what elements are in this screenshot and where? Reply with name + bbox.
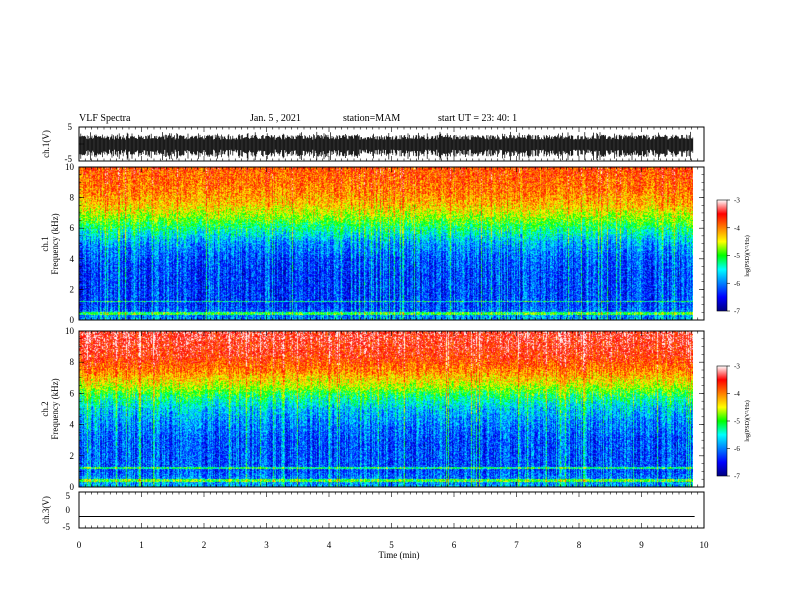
y-tick-label: 2 bbox=[70, 284, 75, 294]
ch3-waveform-frame bbox=[78, 491, 705, 529]
start-time-label: start UT = 23: 40: 1 bbox=[438, 113, 518, 124]
x-tick-label: 2 bbox=[202, 540, 207, 550]
ch1-spectrogram-panel: 0 2 4 6 8 10 ch.1 Frequency (kHz) bbox=[40, 162, 705, 325]
y-tick-label: 6 bbox=[70, 388, 75, 398]
ch1-waveform-panel: 5 -5 ch.1(V) bbox=[41, 122, 705, 164]
ch2-colorbar-ticks: -3 -4 -5 -6 -7 bbox=[727, 363, 740, 481]
ch2-spectrogram-xticks bbox=[78, 331, 705, 487]
x-tick-label: 1 bbox=[139, 540, 144, 550]
ch3-ytick-mid: 0 bbox=[66, 505, 71, 515]
x-tick-label: 9 bbox=[639, 540, 644, 550]
ch1-colorbar-ticks: -3 -4 -5 -6 -7 bbox=[727, 197, 740, 316]
x-tick-label: 3 bbox=[264, 540, 269, 550]
ch2-spectrogram-ylabel: Frequency (kHz) bbox=[50, 378, 60, 439]
ch3-waveform-ylabel: ch.3(V) bbox=[41, 496, 51, 524]
y-tick-label: 0 bbox=[70, 315, 75, 325]
colorbar-tick-label: -6 bbox=[734, 445, 740, 453]
ch1-spectrogram-ylabel-channel: ch.1 bbox=[40, 236, 50, 251]
y-tick-label: 6 bbox=[70, 223, 75, 233]
y-tick-label: 8 bbox=[70, 357, 75, 367]
x-tick-label: 5 bbox=[389, 540, 394, 550]
ch2-colorbar: -3 -4 -5 -6 -7 log(PSD)(V²/Hz) bbox=[716, 363, 751, 481]
ch2-spectrogram-ylabel-channel: ch.2 bbox=[40, 401, 50, 416]
colorbar-tick-label: -6 bbox=[734, 280, 740, 288]
colorbar-tick-label: -7 bbox=[734, 473, 740, 481]
y-tick-label: 10 bbox=[65, 162, 75, 172]
ch2-spectrogram-panel: 0 2 4 6 8 10 ch.2 Frequency (kHz) bbox=[40, 326, 705, 492]
x-tick-label: 10 bbox=[700, 540, 710, 550]
ch1-waveform-trace bbox=[79, 131, 694, 160]
ch1-colorbar-label: log(PSD)(V²/Hz) bbox=[744, 235, 751, 276]
x-tick-label: 6 bbox=[452, 540, 457, 550]
colorbar-tick-label: -7 bbox=[734, 308, 740, 316]
ch3-ytick-bottom: -5 bbox=[63, 522, 71, 532]
ch1-waveform-xticks bbox=[78, 127, 705, 161]
x-tick-label: 8 bbox=[577, 540, 582, 550]
x-tick-label: 0 bbox=[77, 540, 82, 550]
colorbar-tick-label: -5 bbox=[734, 418, 740, 426]
ch2-colorbar-scale bbox=[716, 365, 728, 477]
x-tick-label: 4 bbox=[327, 540, 332, 550]
ch1-colorbar: -3 -4 -5 -6 -7 log(PSD)(V²/Hz) bbox=[716, 197, 751, 316]
chart-title: VLF Spectra bbox=[79, 113, 131, 124]
ch1-waveform-ylabel: ch.1(V) bbox=[41, 130, 51, 158]
colorbar-tick-label: -3 bbox=[734, 197, 740, 205]
date-label: Jan. 5 , 2021 bbox=[250, 113, 301, 124]
y-tick-label: 0 bbox=[70, 482, 75, 492]
ch1-spectrogram-yticks: 0 2 4 6 8 10 bbox=[65, 162, 704, 325]
y-tick-label: 4 bbox=[70, 254, 75, 264]
colorbar-tick-label: -4 bbox=[734, 390, 740, 398]
ch1-waveform-path bbox=[79, 131, 694, 160]
station-label: station=MAM bbox=[343, 113, 401, 124]
ch2-spectrogram-image bbox=[79, 331, 693, 487]
ch1-ytick-bottom: -5 bbox=[65, 154, 73, 164]
ch2-spectrogram-yticks: 0 2 4 6 8 10 bbox=[65, 326, 704, 492]
ch3-waveform-panel: 5 0 -5 ch.3(V) bbox=[41, 491, 705, 532]
x-axis-tick-labels: 0 1 2 3 4 5 6 7 8 9 10 bbox=[77, 540, 709, 550]
x-tick-label: 7 bbox=[514, 540, 519, 550]
x-axis-label: Time (min) bbox=[379, 550, 420, 560]
y-tick-label: 2 bbox=[70, 451, 75, 461]
y-tick-label: 4 bbox=[70, 420, 75, 430]
ch2-colorbar-label: log(PSD)(V²/Hz) bbox=[744, 400, 751, 441]
ch3-waveform-xticks bbox=[78, 492, 705, 528]
ch1-ytick-top: 5 bbox=[68, 122, 73, 132]
ch1-spectrogram-ylabel: Frequency (kHz) bbox=[50, 213, 60, 274]
y-tick-label: 10 bbox=[65, 326, 75, 336]
colorbar-tick-label: -3 bbox=[734, 363, 740, 371]
ch1-spectrogram-xticks bbox=[78, 167, 705, 320]
colorbar-tick-label: -4 bbox=[734, 224, 740, 232]
ch1-colorbar-scale bbox=[716, 199, 728, 312]
ch1-spectrogram-image bbox=[79, 167, 693, 320]
ch3-ytick-top: 5 bbox=[66, 491, 71, 501]
colorbar-tick-label: -5 bbox=[734, 252, 740, 260]
y-tick-label: 8 bbox=[70, 193, 75, 203]
